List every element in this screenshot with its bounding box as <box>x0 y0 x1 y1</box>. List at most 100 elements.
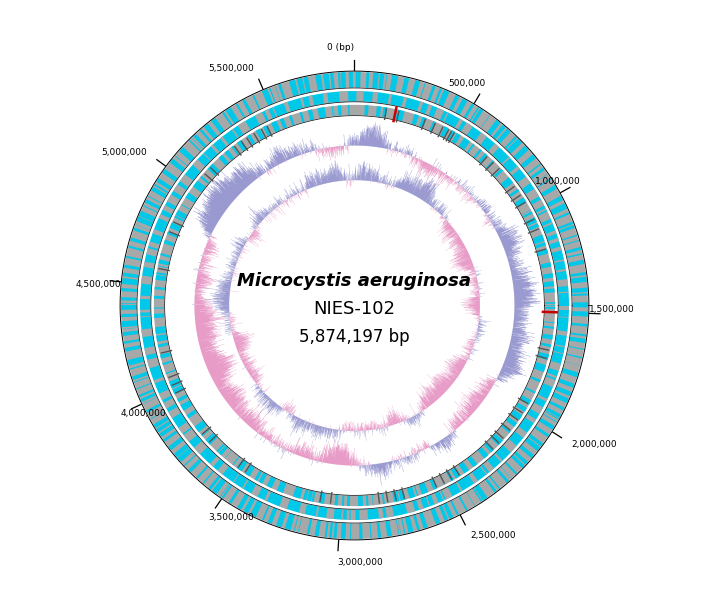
Polygon shape <box>211 187 231 203</box>
Polygon shape <box>454 414 463 423</box>
Polygon shape <box>257 387 259 389</box>
Polygon shape <box>269 437 272 441</box>
Polygon shape <box>196 326 213 328</box>
Polygon shape <box>451 242 463 249</box>
Polygon shape <box>422 180 435 200</box>
Polygon shape <box>258 394 266 402</box>
Polygon shape <box>300 144 303 154</box>
Polygon shape <box>310 423 311 426</box>
Polygon shape <box>203 350 219 356</box>
Polygon shape <box>463 411 469 417</box>
Polygon shape <box>448 375 456 380</box>
Polygon shape <box>501 371 513 377</box>
Polygon shape <box>397 459 400 469</box>
Polygon shape <box>462 263 473 268</box>
Polygon shape <box>291 147 295 157</box>
Polygon shape <box>460 411 468 419</box>
Polygon shape <box>327 456 328 463</box>
Polygon shape <box>457 257 470 262</box>
Polygon shape <box>510 340 518 342</box>
Polygon shape <box>432 200 437 207</box>
Polygon shape <box>255 388 260 392</box>
Polygon shape <box>407 180 413 192</box>
Polygon shape <box>238 349 239 350</box>
Polygon shape <box>242 367 245 370</box>
Polygon shape <box>241 355 248 359</box>
Polygon shape <box>286 448 287 450</box>
Polygon shape <box>195 312 214 313</box>
Polygon shape <box>474 401 480 405</box>
Polygon shape <box>510 342 522 345</box>
Polygon shape <box>471 339 475 340</box>
Polygon shape <box>386 145 387 148</box>
Polygon shape <box>208 363 224 370</box>
Polygon shape <box>471 352 474 353</box>
Polygon shape <box>199 269 211 273</box>
Polygon shape <box>448 231 455 236</box>
Polygon shape <box>208 205 223 215</box>
Polygon shape <box>294 152 296 157</box>
Polygon shape <box>200 343 212 346</box>
Polygon shape <box>443 220 447 224</box>
Wedge shape <box>509 189 520 197</box>
Polygon shape <box>437 374 451 386</box>
Polygon shape <box>255 219 260 224</box>
Polygon shape <box>268 434 272 441</box>
Polygon shape <box>230 397 240 406</box>
Polygon shape <box>195 313 216 315</box>
Polygon shape <box>410 418 412 423</box>
Polygon shape <box>303 451 305 457</box>
Polygon shape <box>271 402 274 406</box>
Polygon shape <box>438 208 442 212</box>
Polygon shape <box>347 452 348 466</box>
Polygon shape <box>204 251 211 253</box>
Polygon shape <box>503 365 517 371</box>
Polygon shape <box>457 251 467 255</box>
Polygon shape <box>433 382 444 393</box>
Polygon shape <box>464 300 480 301</box>
Wedge shape <box>528 224 539 230</box>
Polygon shape <box>328 175 330 183</box>
Polygon shape <box>446 176 449 180</box>
Polygon shape <box>196 324 216 327</box>
Polygon shape <box>257 383 260 386</box>
Polygon shape <box>394 422 396 424</box>
Wedge shape <box>146 248 158 257</box>
Polygon shape <box>448 365 460 373</box>
Polygon shape <box>473 313 479 314</box>
Polygon shape <box>474 395 483 401</box>
Polygon shape <box>245 414 252 422</box>
Polygon shape <box>217 298 229 299</box>
Polygon shape <box>236 343 245 346</box>
Polygon shape <box>414 183 420 195</box>
Polygon shape <box>296 186 299 193</box>
Polygon shape <box>281 204 283 207</box>
Polygon shape <box>289 444 291 452</box>
Polygon shape <box>207 243 216 247</box>
Polygon shape <box>250 373 253 375</box>
Polygon shape <box>299 441 305 456</box>
Polygon shape <box>245 418 248 422</box>
Polygon shape <box>506 357 520 362</box>
Polygon shape <box>430 387 440 398</box>
Polygon shape <box>420 406 423 411</box>
Polygon shape <box>216 177 237 197</box>
Polygon shape <box>328 148 330 157</box>
Polygon shape <box>400 178 404 189</box>
Polygon shape <box>391 461 392 464</box>
Polygon shape <box>271 442 272 444</box>
Polygon shape <box>261 387 262 389</box>
Polygon shape <box>502 367 510 371</box>
Polygon shape <box>233 261 237 263</box>
Polygon shape <box>340 443 342 465</box>
Polygon shape <box>459 181 462 185</box>
Polygon shape <box>255 386 259 389</box>
Polygon shape <box>257 225 259 227</box>
Polygon shape <box>341 146 342 152</box>
Polygon shape <box>255 426 259 431</box>
Polygon shape <box>513 279 530 282</box>
Polygon shape <box>376 126 380 147</box>
Polygon shape <box>208 196 227 210</box>
Polygon shape <box>430 200 435 206</box>
Polygon shape <box>396 460 398 465</box>
